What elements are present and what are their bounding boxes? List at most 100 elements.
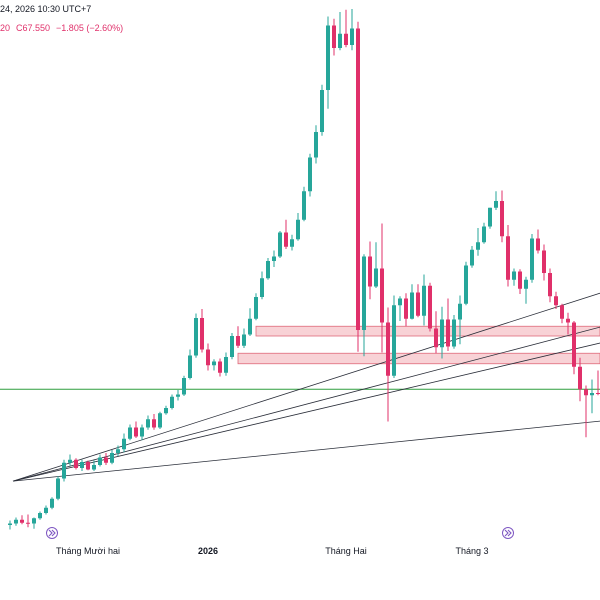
candle [368,241,372,300]
candle-body [224,357,228,373]
candle [572,321,576,375]
x-axis-label-december: Tháng Mười hai [56,546,120,556]
candle-body [578,366,582,390]
candle-body [146,419,150,428]
candle-body [350,28,354,45]
candle [98,454,102,467]
candle [314,125,318,164]
candle-body [20,519,24,523]
candle-body [176,394,180,397]
candle [344,9,348,48]
candle [320,84,324,136]
candle [284,219,288,249]
candle [68,454,72,466]
candle [494,191,498,210]
candle [326,16,330,109]
candle [446,298,450,351]
candle-body [248,318,252,335]
candle [590,379,594,414]
candle [542,244,546,281]
candle-body [386,322,390,376]
candle-body [164,408,168,414]
candle [524,276,528,304]
candle [506,225,510,287]
candle [248,308,252,336]
candle-body [188,355,192,378]
candle-body [446,319,450,347]
candle [584,385,588,438]
event-icon[interactable] [46,527,58,539]
candle [260,271,264,300]
candle [332,18,336,56]
candle [296,213,300,241]
trendline-0 [12,292,600,482]
candle-body [512,271,516,280]
candle-body [530,238,534,280]
candle [86,460,90,471]
candle [80,459,84,471]
candle [134,421,138,438]
x-axis-label-2026: 2026 [197,546,219,556]
candle-body [74,459,78,468]
candle-body [152,419,156,428]
candle-body [140,427,144,437]
candle [56,476,60,501]
header-ohlc: 20 C67.550 −1.805 (−2.60%) [0,23,129,33]
candle [44,505,48,515]
candle-body [314,132,318,158]
candle-body [440,319,444,348]
candlestick-series [8,9,600,530]
candle [194,313,198,358]
candle [272,250,276,267]
candle [560,303,564,324]
candle-body [116,449,120,453]
candle-body [32,518,36,524]
candle [578,357,582,402]
candle-body [470,249,474,266]
candle [188,349,192,380]
candle-body [380,268,384,323]
candle [122,433,126,453]
candle [536,229,540,254]
candle-body [320,90,324,132]
candle [410,284,414,320]
candle-body [230,336,234,357]
candle-body [296,219,300,240]
candle [416,284,420,318]
candle [530,234,534,283]
candle [356,21,360,352]
candle [140,424,144,441]
x-axis-label-february: Tháng Hai [325,546,367,556]
event-icon[interactable] [502,527,514,539]
candle-body [482,226,486,243]
candle-body [38,513,42,519]
candle [236,326,240,348]
candle [38,511,42,520]
candle [452,315,456,349]
candle-body [344,33,348,45]
candle [170,394,174,410]
candle-body [434,328,438,348]
candle [50,497,54,510]
trendline-1 [12,326,600,482]
candle [464,261,468,306]
candle-body [80,462,84,468]
change-value: −1.805 (−2.60%) [56,23,124,33]
candle-body [50,498,54,508]
candle-body [260,278,264,297]
candle-body [554,296,558,306]
candle-body [422,285,426,316]
candle [290,234,294,251]
candle-body [200,318,204,350]
candle-body [68,459,72,463]
candle-body [98,457,102,465]
candle-body [452,319,456,347]
candle [392,295,396,378]
candle-body [548,273,552,297]
candle-body [182,378,186,395]
candle-body [8,523,12,525]
candle [62,459,66,482]
candle-body [536,238,540,251]
candle [500,190,504,243]
